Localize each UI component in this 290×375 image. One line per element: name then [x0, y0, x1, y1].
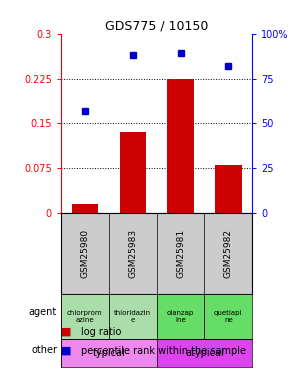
- Text: GSM25983: GSM25983: [128, 229, 137, 278]
- Text: agent: agent: [29, 307, 57, 317]
- Bar: [61, 339, 157, 368]
- Text: log ratio: log ratio: [81, 327, 122, 337]
- Bar: [215, 165, 242, 213]
- Bar: [72, 204, 98, 213]
- Bar: [204, 294, 252, 339]
- Bar: [167, 79, 194, 213]
- Bar: [61, 294, 109, 339]
- Bar: [157, 339, 252, 368]
- Text: olanzap
ine: olanzap ine: [167, 310, 194, 323]
- Text: percentile rank within the sample: percentile rank within the sample: [81, 346, 246, 355]
- Text: chlorprom
azine: chlorprom azine: [67, 310, 103, 323]
- Text: ■: ■: [61, 327, 71, 337]
- Text: GSM25981: GSM25981: [176, 229, 185, 278]
- Text: typical: typical: [93, 348, 125, 358]
- Bar: [119, 132, 146, 213]
- Title: GDS775 / 10150: GDS775 / 10150: [105, 20, 208, 33]
- Text: thioridazin
e: thioridazin e: [114, 310, 151, 323]
- Text: other: other: [31, 345, 57, 355]
- Text: GSM25980: GSM25980: [80, 229, 89, 278]
- Text: quetiapi
ne: quetiapi ne: [214, 310, 243, 323]
- Text: ■: ■: [61, 346, 71, 355]
- Bar: [109, 294, 157, 339]
- Text: atypical: atypical: [185, 348, 224, 358]
- Bar: [157, 294, 204, 339]
- Text: GSM25982: GSM25982: [224, 229, 233, 278]
